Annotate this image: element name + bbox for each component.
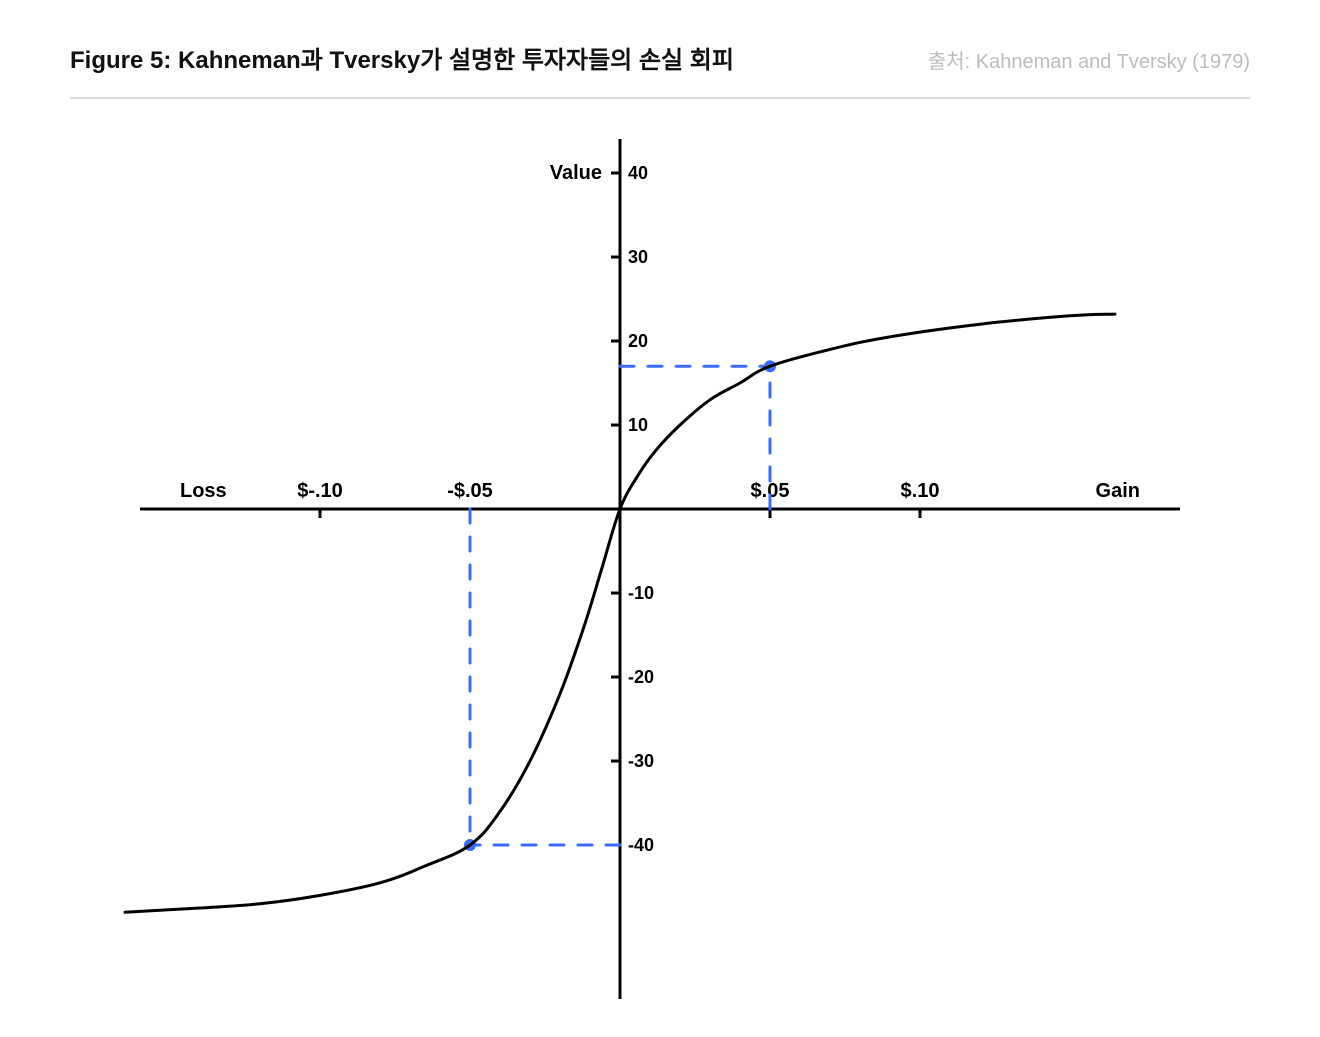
- y-tick-label: 40: [628, 163, 648, 183]
- page: Figure 5: Kahneman과 Tversky가 설명한 투자자들의 손…: [0, 0, 1320, 1037]
- y-tick-label: -10: [628, 583, 654, 603]
- y-tick-label: 30: [628, 247, 648, 267]
- y-tick-label: -30: [628, 751, 654, 771]
- y-tick-label: -20: [628, 667, 654, 687]
- loss-aversion-chart: 40302010-10-20-30-40$-.10-$.05$.05$.10Va…: [120, 129, 1200, 1009]
- figure-source: 출처: Kahneman and Tversky (1979): [928, 45, 1250, 74]
- y-axis-label: Value: [550, 162, 602, 184]
- x-tick-label: $.10: [901, 480, 940, 502]
- y-tick-label: 20: [628, 331, 648, 351]
- x-tick-label: -$.05: [447, 480, 493, 502]
- y-tick-label: -40: [628, 835, 654, 855]
- figure-title: Figure 5: Kahneman과 Tversky가 설명한 투자자들의 손…: [70, 40, 734, 75]
- y-tick-label: 10: [628, 415, 648, 435]
- figure-header: Figure 5: Kahneman과 Tversky가 설명한 투자자들의 손…: [70, 40, 1250, 99]
- x-axis-label-left: Loss: [180, 480, 227, 502]
- chart-container: 40302010-10-20-30-40$-.10-$.05$.05$.10Va…: [70, 129, 1250, 1009]
- x-tick-label: $-.10: [297, 480, 343, 502]
- x-axis-label-right: Gain: [1096, 480, 1140, 502]
